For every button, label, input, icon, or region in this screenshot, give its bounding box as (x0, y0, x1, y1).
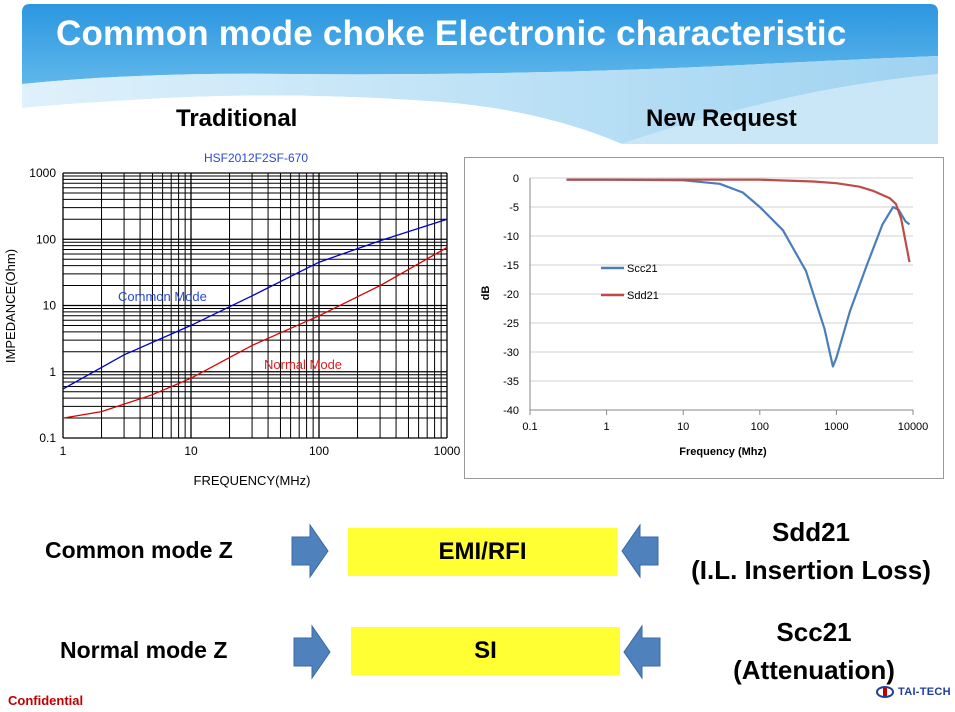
sparameter-x-tick-label: 1 (604, 421, 610, 433)
impedance-y-axis-label: IMPEDANCE(Ohm) (3, 249, 18, 363)
sparameter-y-tick-label: -35 (503, 376, 519, 388)
sdd21-title: Sdd21 (771, 517, 851, 547)
page-title: Common mode choke Electronic characteris… (56, 14, 847, 53)
impedance-chart-title: HSF2012F2SF-670 (204, 151, 308, 165)
arrow-left-icon (621, 523, 659, 579)
impedance-series-common-mode (62, 218, 448, 390)
normal-mode-annotation: Normal Mode (264, 357, 342, 372)
title-banner: Common mode choke Electronic characteris… (22, 4, 938, 144)
sparameter-x-tick-label: 1000 (824, 421, 848, 433)
sparameter-x-tick-label: 100 (751, 421, 769, 433)
sparameter-chart: 0.1 1 10 100 1000 10000 0 -5 -10 -15 -20 -25 -30 -35 -… (464, 157, 944, 479)
impedance-x-axis-label: FREQUENCY(MHz) (194, 473, 311, 488)
legend-label-scc21: Scc21 (627, 263, 658, 275)
impedance-x-tick-label: 100 (309, 444, 329, 458)
si-box: SI (351, 627, 620, 675)
traditional-heading: Traditional (176, 105, 298, 132)
scc21-title: Scc21 (776, 617, 852, 647)
impedance-y-tick-label: 1 (49, 365, 56, 379)
impedance-chart: HSF2012F2SF-670 1 10 100 1000 1000 100 10 1 0.1 … (0, 145, 468, 495)
sparameter-x-tick-label: 10 (677, 421, 689, 433)
common-mode-z-label: Common mode Z (45, 537, 233, 563)
sparameter-y-tick-label: -5 (509, 202, 519, 214)
arrow-right-icon (293, 624, 331, 680)
scc21-subtitle: (Attenuation) (733, 655, 895, 685)
sparameter-y-tick-label: 0 (513, 173, 519, 185)
sdd21-label: Sdd21 (I.L. Insertion Loss) (686, 513, 936, 589)
impedance-y-tick-label: 1000 (29, 166, 56, 180)
sparameter-y-tick-label: -40 (503, 405, 519, 417)
sparameter-y-tick-label: -15 (503, 260, 519, 272)
sparameter-series-sdd21 (566, 178, 911, 263)
arrow-right-icon (291, 523, 329, 579)
confidential-label: Confidential (8, 693, 84, 708)
impedance-x-tick-label: 1000 (434, 444, 461, 458)
sparameter-y-tick-label: -10 (503, 231, 519, 243)
logo-text: TAI-TECH (898, 686, 951, 698)
sparameter-y-tick-label: -20 (503, 289, 519, 301)
tai-tech-logo-icon (876, 686, 894, 698)
sparameter-x-tick-label: 0.1 (522, 421, 537, 433)
emi-rfi-box: EMI/RFI (348, 528, 617, 576)
sparameter-legend: Scc21 Sdd21 (601, 263, 659, 302)
legend-label-sdd21: Sdd21 (627, 290, 659, 302)
sdd21-subtitle: (I.L. Insertion Loss) (691, 555, 931, 585)
common-mode-annotation: Common Mode (118, 289, 207, 304)
normal-mode-z-label: Normal mode Z (60, 637, 228, 663)
arrow-left-icon (623, 624, 661, 680)
sparameter-y-tick-label: -30 (503, 347, 519, 359)
impedance-series-normal-mode (62, 246, 448, 419)
impedance-x-tick-label: 1 (60, 444, 67, 458)
tai-tech-logo: TAI-TECH (876, 686, 951, 698)
new-request-heading: New Request (646, 105, 797, 132)
scc21-label: Scc21 (Attenuation) (700, 613, 928, 689)
sparameter-y-axis-label: dB (480, 286, 492, 301)
impedance-y-tick-label: 100 (36, 232, 56, 246)
sparameter-x-axis-label: Frequency (Mhz) (679, 446, 767, 458)
impedance-y-tick-label: 10 (43, 299, 57, 313)
impedance-y-tick-label: 0.1 (39, 431, 56, 445)
impedance-x-tick-label: 10 (184, 444, 198, 458)
sparameter-series-scc21 (566, 178, 911, 368)
sparameter-x-tick-label: 10000 (898, 421, 929, 433)
sparameter-y-tick-label: -25 (503, 318, 519, 330)
